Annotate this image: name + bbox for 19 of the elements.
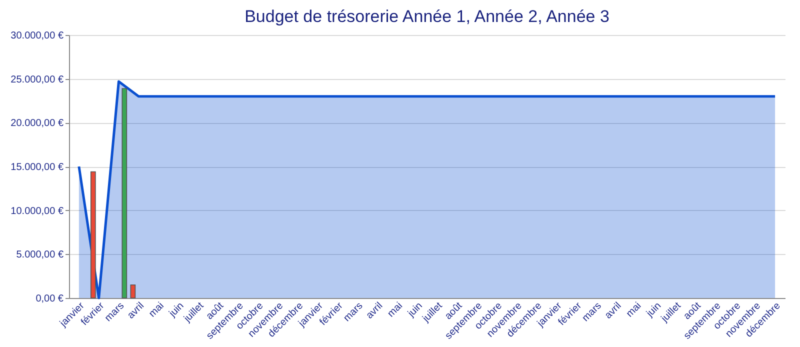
x-tick-label: juin bbox=[405, 300, 425, 320]
y-tick-label: 30.000,00 € bbox=[10, 30, 64, 42]
chart-title: Budget de trésorerie Année 1, Année 2, Année 3 bbox=[244, 7, 610, 26]
y-tick-label: 0,00 € bbox=[36, 294, 64, 304]
x-tick-label: avril bbox=[602, 300, 624, 322]
bar bbox=[90, 171, 96, 298]
x-tick-label: juin bbox=[644, 300, 664, 320]
x-tick-label: avril bbox=[126, 300, 146, 322]
x-tick-label: mai bbox=[386, 300, 405, 320]
y-tick-label: 10.000,00 € bbox=[10, 206, 64, 217]
y-tick-label: 15.000,00 € bbox=[10, 162, 64, 173]
y-tick-label: 20.000,00 € bbox=[10, 118, 64, 130]
x-tick-label: mai bbox=[147, 300, 166, 320]
y-tick-label: 25.000,00 € bbox=[10, 74, 64, 86]
bar bbox=[130, 284, 136, 298]
x-tick-label: avril bbox=[364, 300, 386, 322]
bar bbox=[122, 88, 128, 298]
x-tick-label: mai bbox=[624, 300, 644, 320]
y-tick-label: 5.000,00 € bbox=[16, 250, 64, 261]
